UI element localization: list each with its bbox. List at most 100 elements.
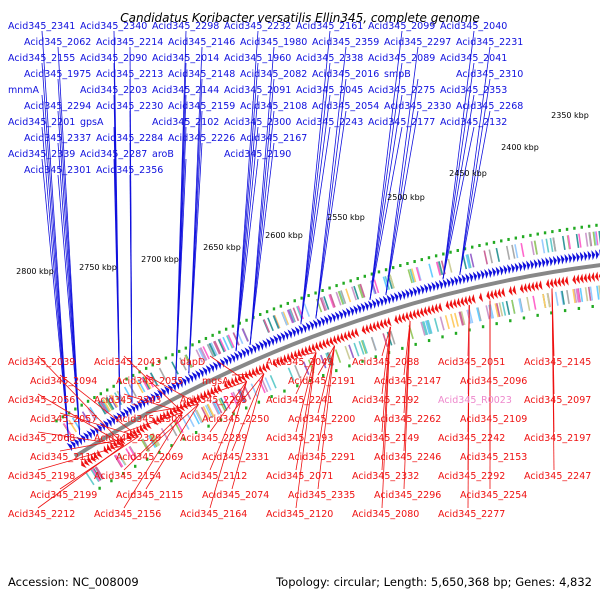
cog-band-mark [202,346,210,360]
forward-gene-arrow [320,316,325,327]
reverse-gene-arrow [272,358,278,368]
label-connector [459,78,491,275]
gene-label: Acid345_2203 [80,85,147,96]
scale-dot [456,248,459,252]
gene-label: Acid345_2246 [374,452,441,463]
forward-gene-arrow [564,254,569,264]
gene-label: Acid345_2159 [168,101,235,112]
forward-gene-arrow [450,277,455,287]
scale-dot [134,464,137,468]
reverse-gene-arrow [333,335,338,345]
forward-gene-arrow [349,306,355,317]
forward-gene-arrow [188,373,194,383]
reverse-gene-arrow [166,409,172,419]
forward-gene-arrow [568,253,573,264]
gene-label: Acid345_2339 [8,149,75,160]
cog-band-mark [288,308,296,323]
gene-label: Acid345_2167 [240,133,307,144]
forward-gene-arrow [273,335,278,345]
cog-band-mark [113,454,123,468]
forward-gene-arrow [226,355,232,365]
scale-dot [283,389,286,393]
cog-band-mark [263,319,271,333]
cog-band-mark [287,367,295,382]
scale-dot [577,306,581,310]
scale-dot [257,400,261,404]
gene-label: Acid345_2231 [456,37,523,48]
genome-ring [55,223,600,490]
forward-gene-arrow [438,279,444,290]
cog-band-mark [94,466,104,480]
cog-band-mark [104,397,114,411]
forward-gene-arrow [126,406,132,416]
scale-dot [471,245,474,249]
label-connector [123,412,183,509]
scale-dot [587,224,591,228]
gene-label: Acid345_2343 [94,395,161,406]
label-connector [57,174,81,435]
cog-band-mark [239,388,247,402]
label-connector [235,62,259,352]
label-connector [442,62,475,279]
reverse-gene-arrow [438,302,443,312]
scale-dot [61,415,64,419]
cog-band-mark [421,321,428,336]
forward-gene-arrow [170,382,177,392]
cog-band-mark [545,238,550,253]
gene-label: Acid345_2297 [384,37,451,48]
forward-gene-arrow [461,274,466,284]
reverse-gene-arrow [293,350,299,360]
reverse-gene-arrow [265,361,271,371]
gene-label: Acid345_2056 [8,395,75,406]
forward-gene-arrow [312,319,318,329]
label-connector [295,352,317,357]
cog-band-mark [213,340,222,355]
label-connector [123,355,183,413]
label-connector [385,78,419,295]
reverse-gene-arrow [591,272,595,282]
cog-band-mark [353,342,360,357]
gene-label: Acid345_2197 [524,433,591,444]
scale-dot [591,304,594,308]
cog-band-mark [292,307,300,322]
gene-label: Acid345_2016 [312,69,379,80]
forward-gene-arrow [305,322,311,332]
label-connector [123,393,183,413]
gene-label: Acid345_2097 [524,395,591,406]
scale-dot [427,256,431,260]
cog-band-mark [514,244,519,259]
cog-band-mark [150,372,159,386]
label-connector [209,381,248,509]
label-connector [123,412,183,433]
reverse-gene-arrow [169,407,175,417]
forward-gene-arrow [309,320,315,331]
forward-gene-arrow [244,347,250,357]
forward-gene-arrow [375,298,380,308]
reverse-gene-arrow [508,285,513,296]
gene-label: Acid345_R0023 [438,395,512,406]
label-connector [369,94,403,300]
cog-band-mark [302,361,310,375]
scale-dot [565,227,569,231]
reverse-gene-arrow [255,366,261,376]
cog-band-mark [552,237,557,252]
cog-band-mark [105,396,115,410]
label-connector [249,142,275,345]
gene-label: Acid345_2091 [224,85,291,96]
label-connector [317,345,335,452]
scale-dot [245,318,248,322]
reverse-gene-arrow [376,320,381,330]
label-connector [41,158,70,442]
cog-band-mark [135,380,144,394]
cog-band-mark [409,268,415,283]
cog-band-mark [578,233,582,248]
label-connector [369,62,403,300]
label-connector [235,94,259,352]
gene-label: Acid345_2291 [288,452,355,463]
gene-label: Acid345_2329 [94,433,161,444]
scale-dot [171,353,174,357]
forward-gene-arrow [507,264,512,275]
cog-band-mark [438,261,444,276]
reverse-gene-arrow [416,308,421,318]
scale-dot [406,262,409,266]
